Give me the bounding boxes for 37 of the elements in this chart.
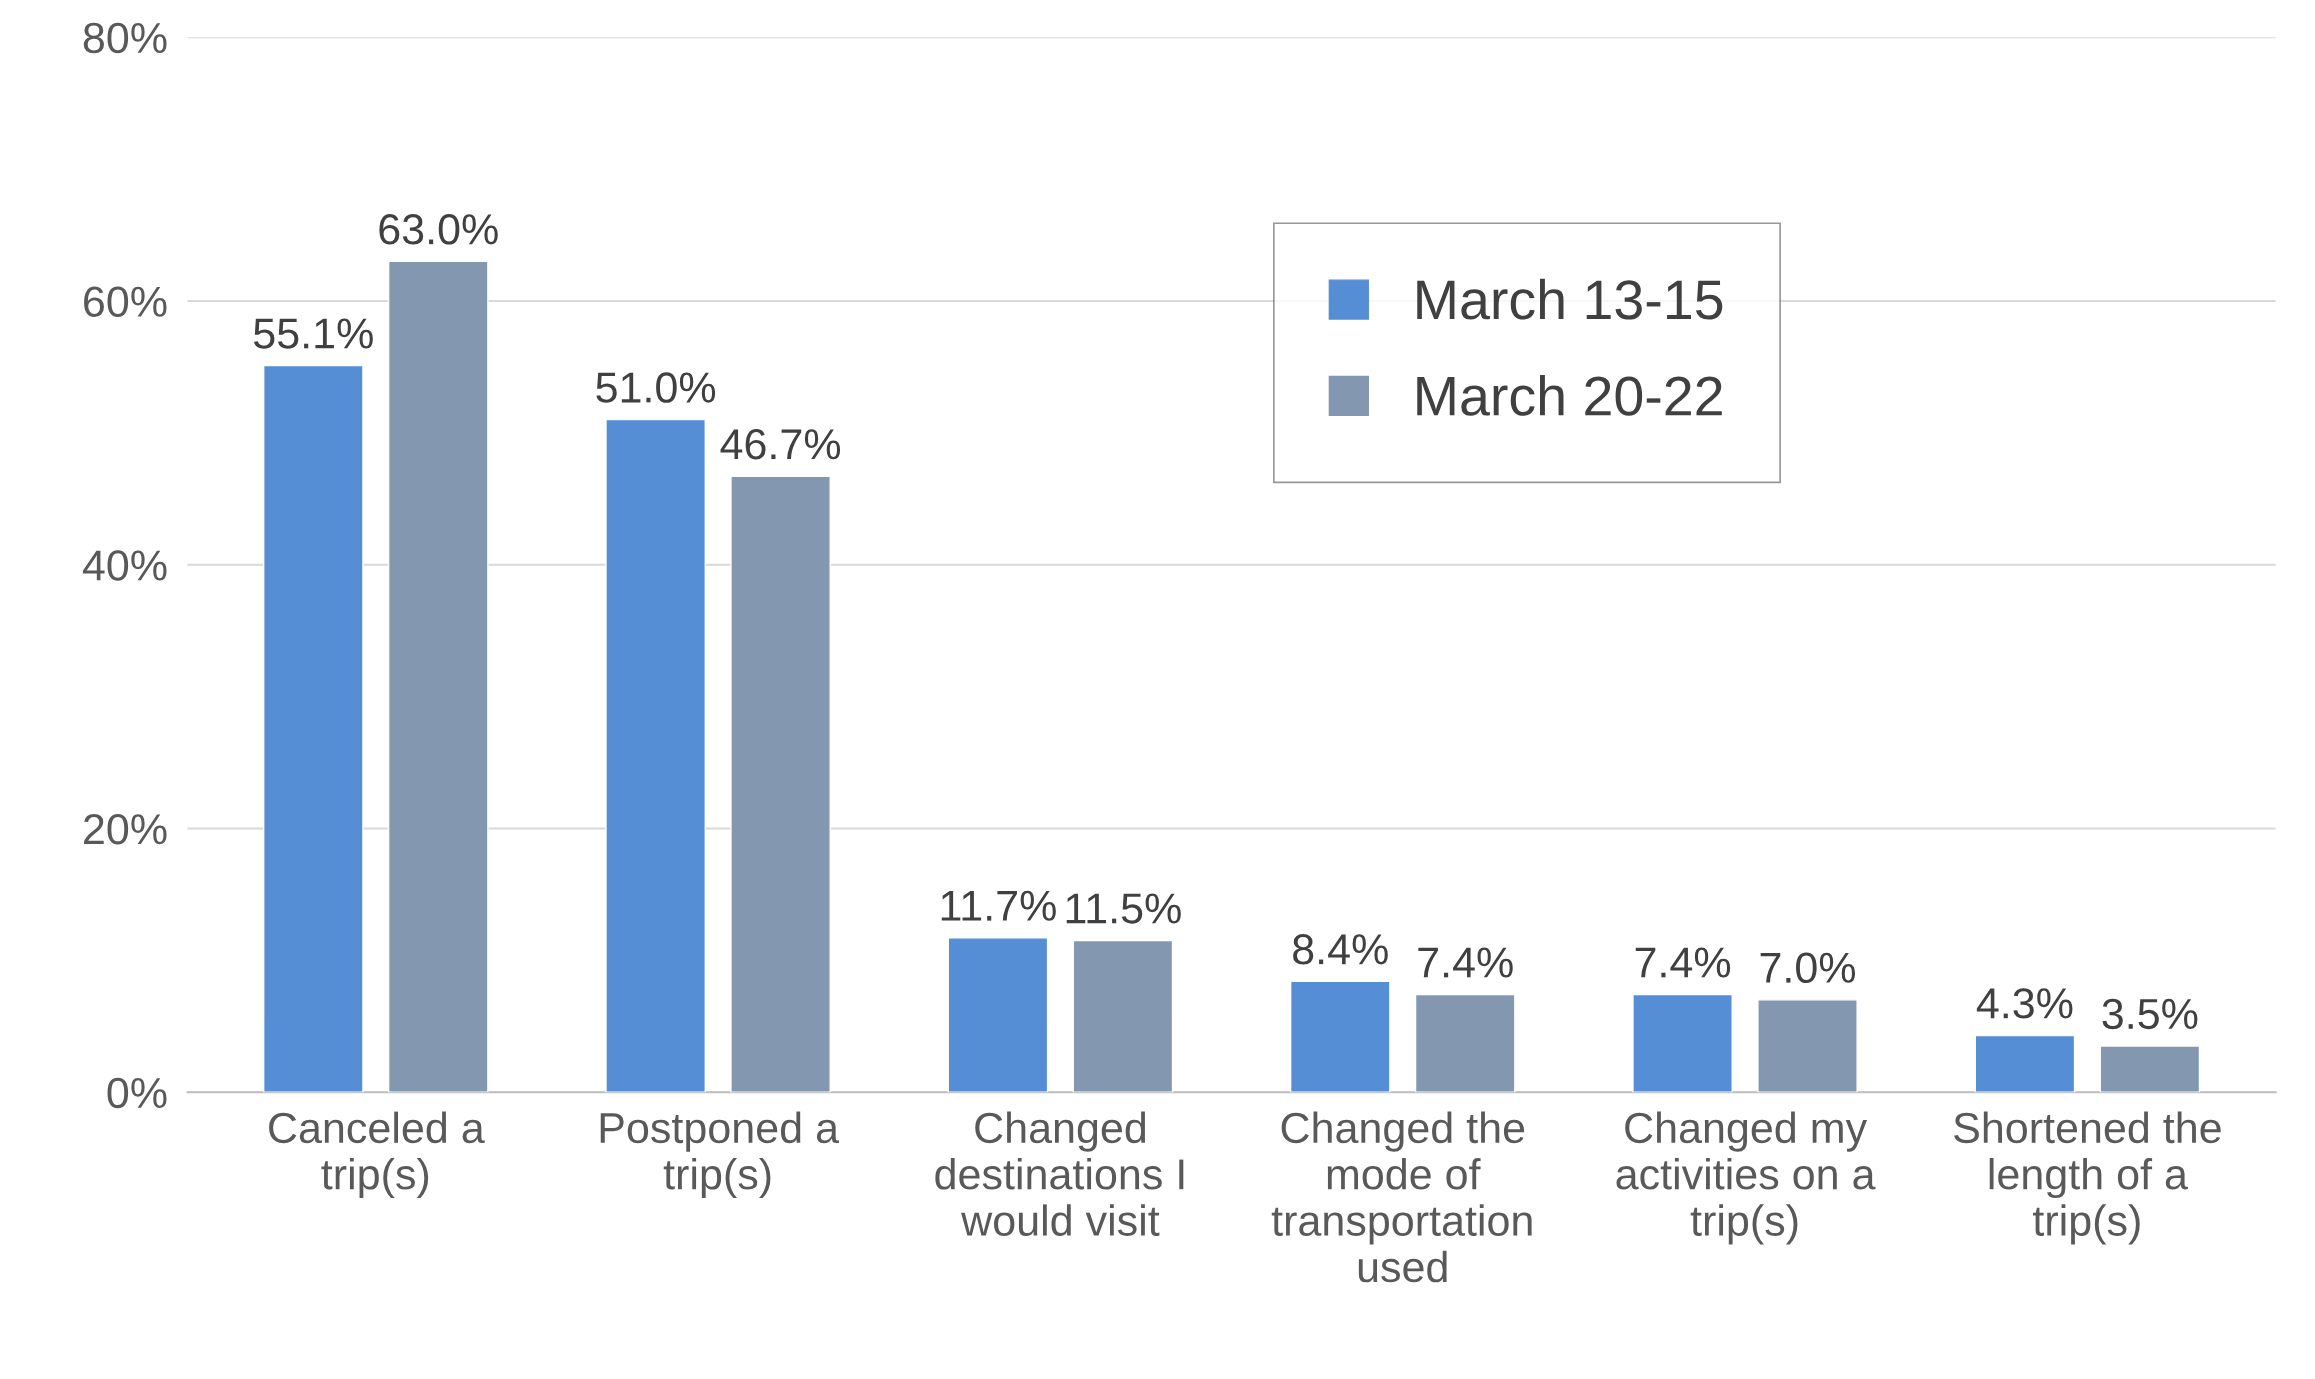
data-label: 11.5% — [1066, 893, 1181, 924]
bar — [1757, 999, 1858, 1093]
data-label: 46.7% — [720, 429, 841, 460]
x-tick-label: Canceled a trip(s) — [269, 1111, 485, 1199]
y-tick-label: 0% — [107, 1077, 167, 1109]
x-tick-label: Changed the mode of transportation used — [1271, 1111, 1532, 1283]
legend-label: March 13-15 — [1417, 278, 1723, 320]
bar — [1974, 1034, 2076, 1093]
data-label: 7.4% — [1635, 947, 1731, 978]
data-label: 55.1% — [254, 318, 373, 349]
data-label: 63.0% — [379, 214, 498, 245]
bar — [1072, 939, 1174, 1093]
data-label: 11.7% — [941, 890, 1056, 921]
x-tick-label: Shortened the length of a trip(s) — [1954, 1111, 2221, 1245]
y-tick-label: 20% — [84, 813, 167, 845]
x-tick-label: Changed my activities on a trip(s) — [1616, 1111, 1876, 1245]
data-label: 4.3% — [1976, 988, 2073, 1019]
y-tick-label: 80% — [83, 22, 167, 54]
data-label: 51.0% — [596, 372, 716, 403]
bar — [262, 364, 364, 1093]
bar — [387, 260, 489, 1093]
x-tick-label: Postponed a trip(s) — [600, 1111, 840, 1199]
data-label: 8.4% — [1293, 934, 1388, 965]
data-label: 3.5% — [2102, 998, 2198, 1030]
bar — [2099, 1045, 2201, 1093]
bar — [1289, 980, 1391, 1093]
bar — [605, 418, 706, 1093]
bar — [730, 475, 831, 1093]
data-label: 7.4% — [1418, 947, 1513, 978]
data-label: 7.0% — [1760, 952, 1856, 984]
y-tick-label: 60% — [84, 286, 167, 317]
legend-label: March 20-22 — [1417, 375, 1722, 416]
bar — [1632, 993, 1733, 1093]
x-tick-label: Changed destinations I would visit — [935, 1111, 1184, 1236]
bar — [1414, 993, 1516, 1093]
bar — [947, 937, 1049, 1093]
y-tick-label: 40% — [82, 550, 167, 581]
